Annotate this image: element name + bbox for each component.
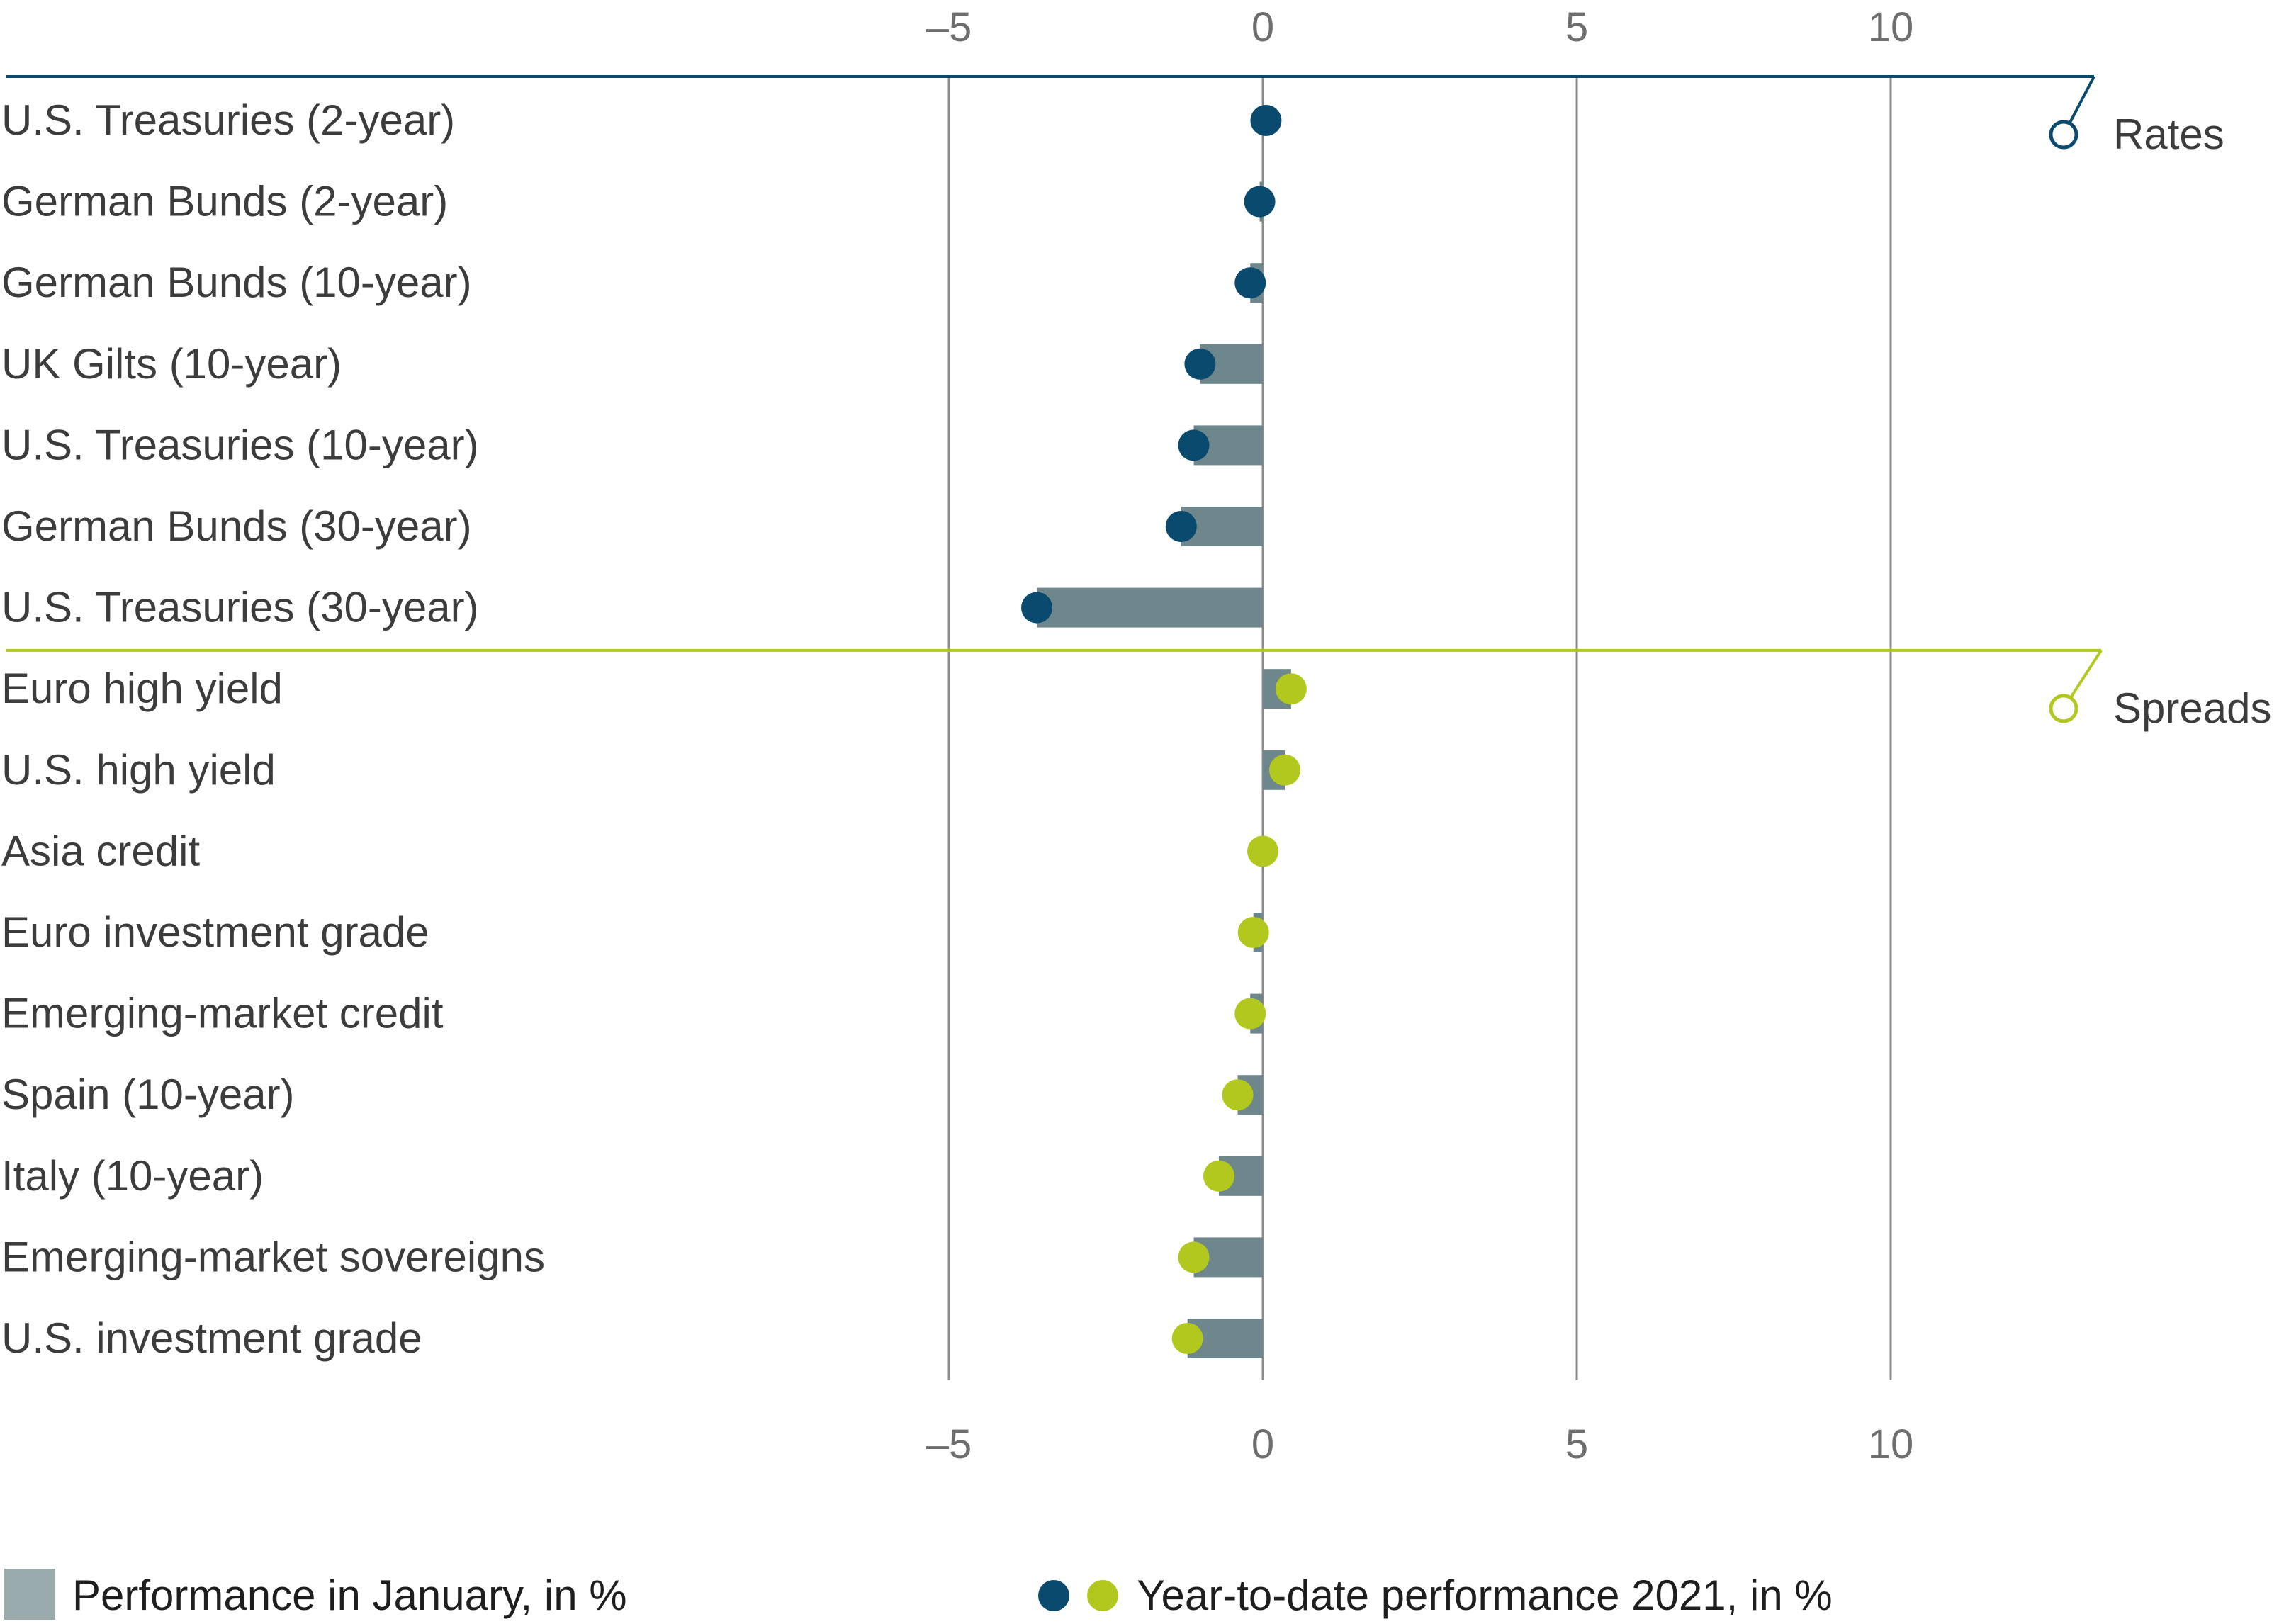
dot-ytd [1222,1079,1254,1111]
legend-label-ytd: Year-to-date performance 2021, in % [1137,1572,1833,1619]
dot-ytd [1237,917,1269,948]
x-axis-bottom: –5 0 5 10 [926,1421,1914,1467]
dot-ytd [1234,267,1266,299]
category-label: Emerging-market sovereigns [1,1233,545,1280]
group-label: Rates [2113,111,2224,158]
dot-ytd [1269,754,1301,786]
legend-dot-spreads [1087,1580,1118,1611]
x-tick-label-top: 10 [1868,4,1914,50]
legend: Performance in January, in % Year-to-date… [4,1569,1833,1620]
legend-dot-rates [1038,1580,1069,1611]
x-tick-label-bottom: 10 [1868,1421,1914,1467]
category-label: Italy (10-year) [1,1152,264,1200]
dot-ytd [1234,998,1266,1030]
dot-ytd [1247,835,1278,867]
dot-ytd [1203,1160,1234,1192]
group-marker [2049,694,2078,723]
category-label: U.S. Treasuries (2-year) [1,96,455,144]
dot-ytd [1178,1241,1210,1273]
dot-ytd [1184,348,1216,380]
category-label: German Bunds (2-year) [1,178,448,225]
dot-ytd [1171,1323,1203,1354]
category-label: U.S. investment grade [1,1314,422,1362]
category-label: U.S. Treasuries (10-year) [1,421,479,468]
group-marker [2049,120,2078,150]
dot-ytd [1244,186,1276,218]
category-label: UK Gilts (10-year) [1,340,342,388]
x-tick-label-bottom: 5 [1565,1421,1588,1467]
category-label: German Bunds (10-year) [1,259,472,306]
x-tick-label-top: 0 [1251,4,1274,50]
category-labels: U.S. Treasuries (2-year) German Bunds (2-… [1,96,545,1362]
category-label: German Bunds (30-year) [1,502,472,550]
category-label: Spain (10-year) [1,1071,295,1118]
gridlines [947,77,1892,1380]
category-label: U.S. Treasuries (30-year) [1,584,479,631]
x-axis-top: –5 0 5 10 [926,4,1914,50]
legend-swatch-january [4,1569,55,1620]
dot-ytd [1275,673,1307,705]
category-label: Emerging-market credit [1,990,444,1037]
dot-ytd [1021,592,1053,624]
category-label: Euro investment grade [1,908,429,956]
dot-ytd [1250,105,1282,136]
x-tick-label-top: –5 [926,4,972,50]
group-label: Spreads [2113,684,2271,732]
x-tick-label-bottom: 0 [1251,1421,1274,1467]
category-label: Euro high yield [1,665,283,712]
group-separators: Rates Spreads [6,75,2271,732]
legend-label-january: Performance in January, in % [72,1572,627,1619]
category-label: U.S. high yield [1,746,276,794]
dot-ytd [1178,429,1210,461]
x-tick-label-top: 5 [1565,4,1588,50]
x-tick-label-bottom: –5 [926,1421,972,1467]
bar-january [1037,587,1263,628]
ytd-dots [1021,105,1307,1354]
dot-ytd [1165,511,1197,542]
category-label: Asia credit [1,827,200,874]
